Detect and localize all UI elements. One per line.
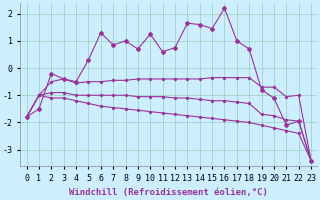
- X-axis label: Windchill (Refroidissement éolien,°C): Windchill (Refroidissement éolien,°C): [69, 188, 268, 197]
